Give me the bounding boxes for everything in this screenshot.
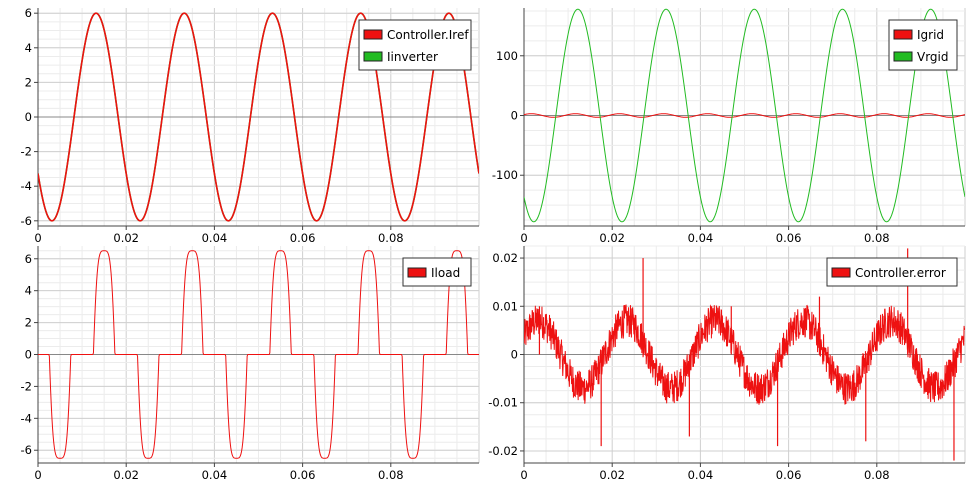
y-tick-label: 0.02	[492, 251, 518, 265]
x-tick-label: 0	[520, 468, 527, 482]
legend-swatch	[831, 267, 851, 278]
chart-panel-2: 0 0.02 0.04 0.06 0.08 100 0 -100 Igrid Vrgid	[492, 8, 966, 245]
legend-swatch	[893, 29, 913, 40]
x-tick-label: 0.06	[776, 468, 802, 482]
x-tick-label: 0.04	[202, 468, 228, 482]
x-tick-label: 0	[520, 231, 527, 245]
y-tick-label: 2	[25, 75, 32, 89]
x-tick-label: 0	[34, 231, 41, 245]
legend-label: Iload	[431, 266, 460, 280]
x-tick-label: 0.08	[864, 468, 890, 482]
legend: Igrid Vrgid	[888, 19, 958, 71]
y-tick-label: 0	[25, 110, 32, 124]
y-tick-label: 4	[25, 284, 32, 298]
y-tick-label: 6	[25, 6, 32, 20]
series-line-1	[524, 113, 965, 118]
legend-swatch	[893, 51, 913, 62]
y-tick-label: -100	[492, 168, 518, 182]
legend: Iload	[402, 257, 472, 287]
legend-label: Iinverter	[387, 50, 438, 64]
legend: Controller.error	[826, 257, 958, 287]
y-tick-label: -4	[21, 179, 32, 193]
series-line-1	[38, 12, 479, 222]
y-tick-label: -6	[21, 443, 32, 457]
x-tick-label: 0.08	[378, 468, 404, 482]
chart-panel-1: 0 0.02 0.04 0.06 0.08 6 4 2 0 -2 -4 -6 Controller.Ir…	[21, 6, 480, 245]
x-tick-label: 0.06	[290, 231, 316, 245]
series-line-1	[38, 250, 479, 459]
y-tick-label: 0	[511, 348, 518, 362]
legend-swatch	[363, 51, 383, 62]
legend: Controller.Iref Iinverter	[358, 19, 472, 71]
y-tick-label: -4	[21, 411, 32, 425]
y-tick-label: 0	[25, 348, 32, 362]
legend-label: Controller.Iref	[387, 28, 469, 42]
chart-panel-4: 0 0.02 0.04 0.06 0.08 0.02 0.01 0 -0.01 -0.02 Cont…	[488, 245, 966, 482]
legend-swatch	[407, 267, 427, 278]
y-tick-label: 2	[25, 316, 32, 330]
legend-label: Vrgid	[917, 50, 949, 64]
y-tick-label: 0.01	[492, 299, 518, 313]
y-tick-label: 100	[496, 49, 518, 63]
x-tick-label: 0	[34, 468, 41, 482]
legend-label: Controller.error	[855, 266, 946, 280]
y-tick-label: 0	[511, 109, 518, 123]
y-tick-label: -0.01	[488, 396, 518, 410]
legend-box	[888, 19, 958, 71]
y-tick-label: -0.02	[488, 444, 518, 458]
x-tick-label: 0.02	[599, 468, 625, 482]
series-line-1	[524, 304, 965, 405]
x-tick-label: 0.04	[202, 231, 228, 245]
y-tick-label: -6	[21, 214, 32, 228]
x-tick-label: 0.08	[864, 231, 890, 245]
x-tick-label: 0.02	[113, 468, 139, 482]
legend-swatch	[363, 29, 383, 40]
legend-label: Igrid	[917, 28, 944, 42]
x-tick-label: 0.08	[378, 231, 404, 245]
series-line-2	[524, 8, 965, 223]
x-tick-label: 0.06	[776, 231, 802, 245]
x-tick-label: 0.02	[113, 231, 139, 245]
x-tick-label: 0.04	[688, 231, 714, 245]
x-tick-label: 0.02	[599, 231, 625, 245]
y-tick-label: -2	[21, 145, 32, 159]
y-tick-label: 4	[25, 41, 32, 55]
x-tick-label: 0.04	[688, 468, 714, 482]
y-tick-label: 6	[25, 252, 32, 266]
y-tick-label: -2	[21, 379, 32, 393]
legend-box	[358, 19, 472, 71]
x-tick-label: 0.06	[290, 468, 316, 482]
chart-panel-3: 0 0.02 0.04 0.06 0.08 6 4 2 0 -2 -4 -6 Iload	[21, 246, 480, 482]
